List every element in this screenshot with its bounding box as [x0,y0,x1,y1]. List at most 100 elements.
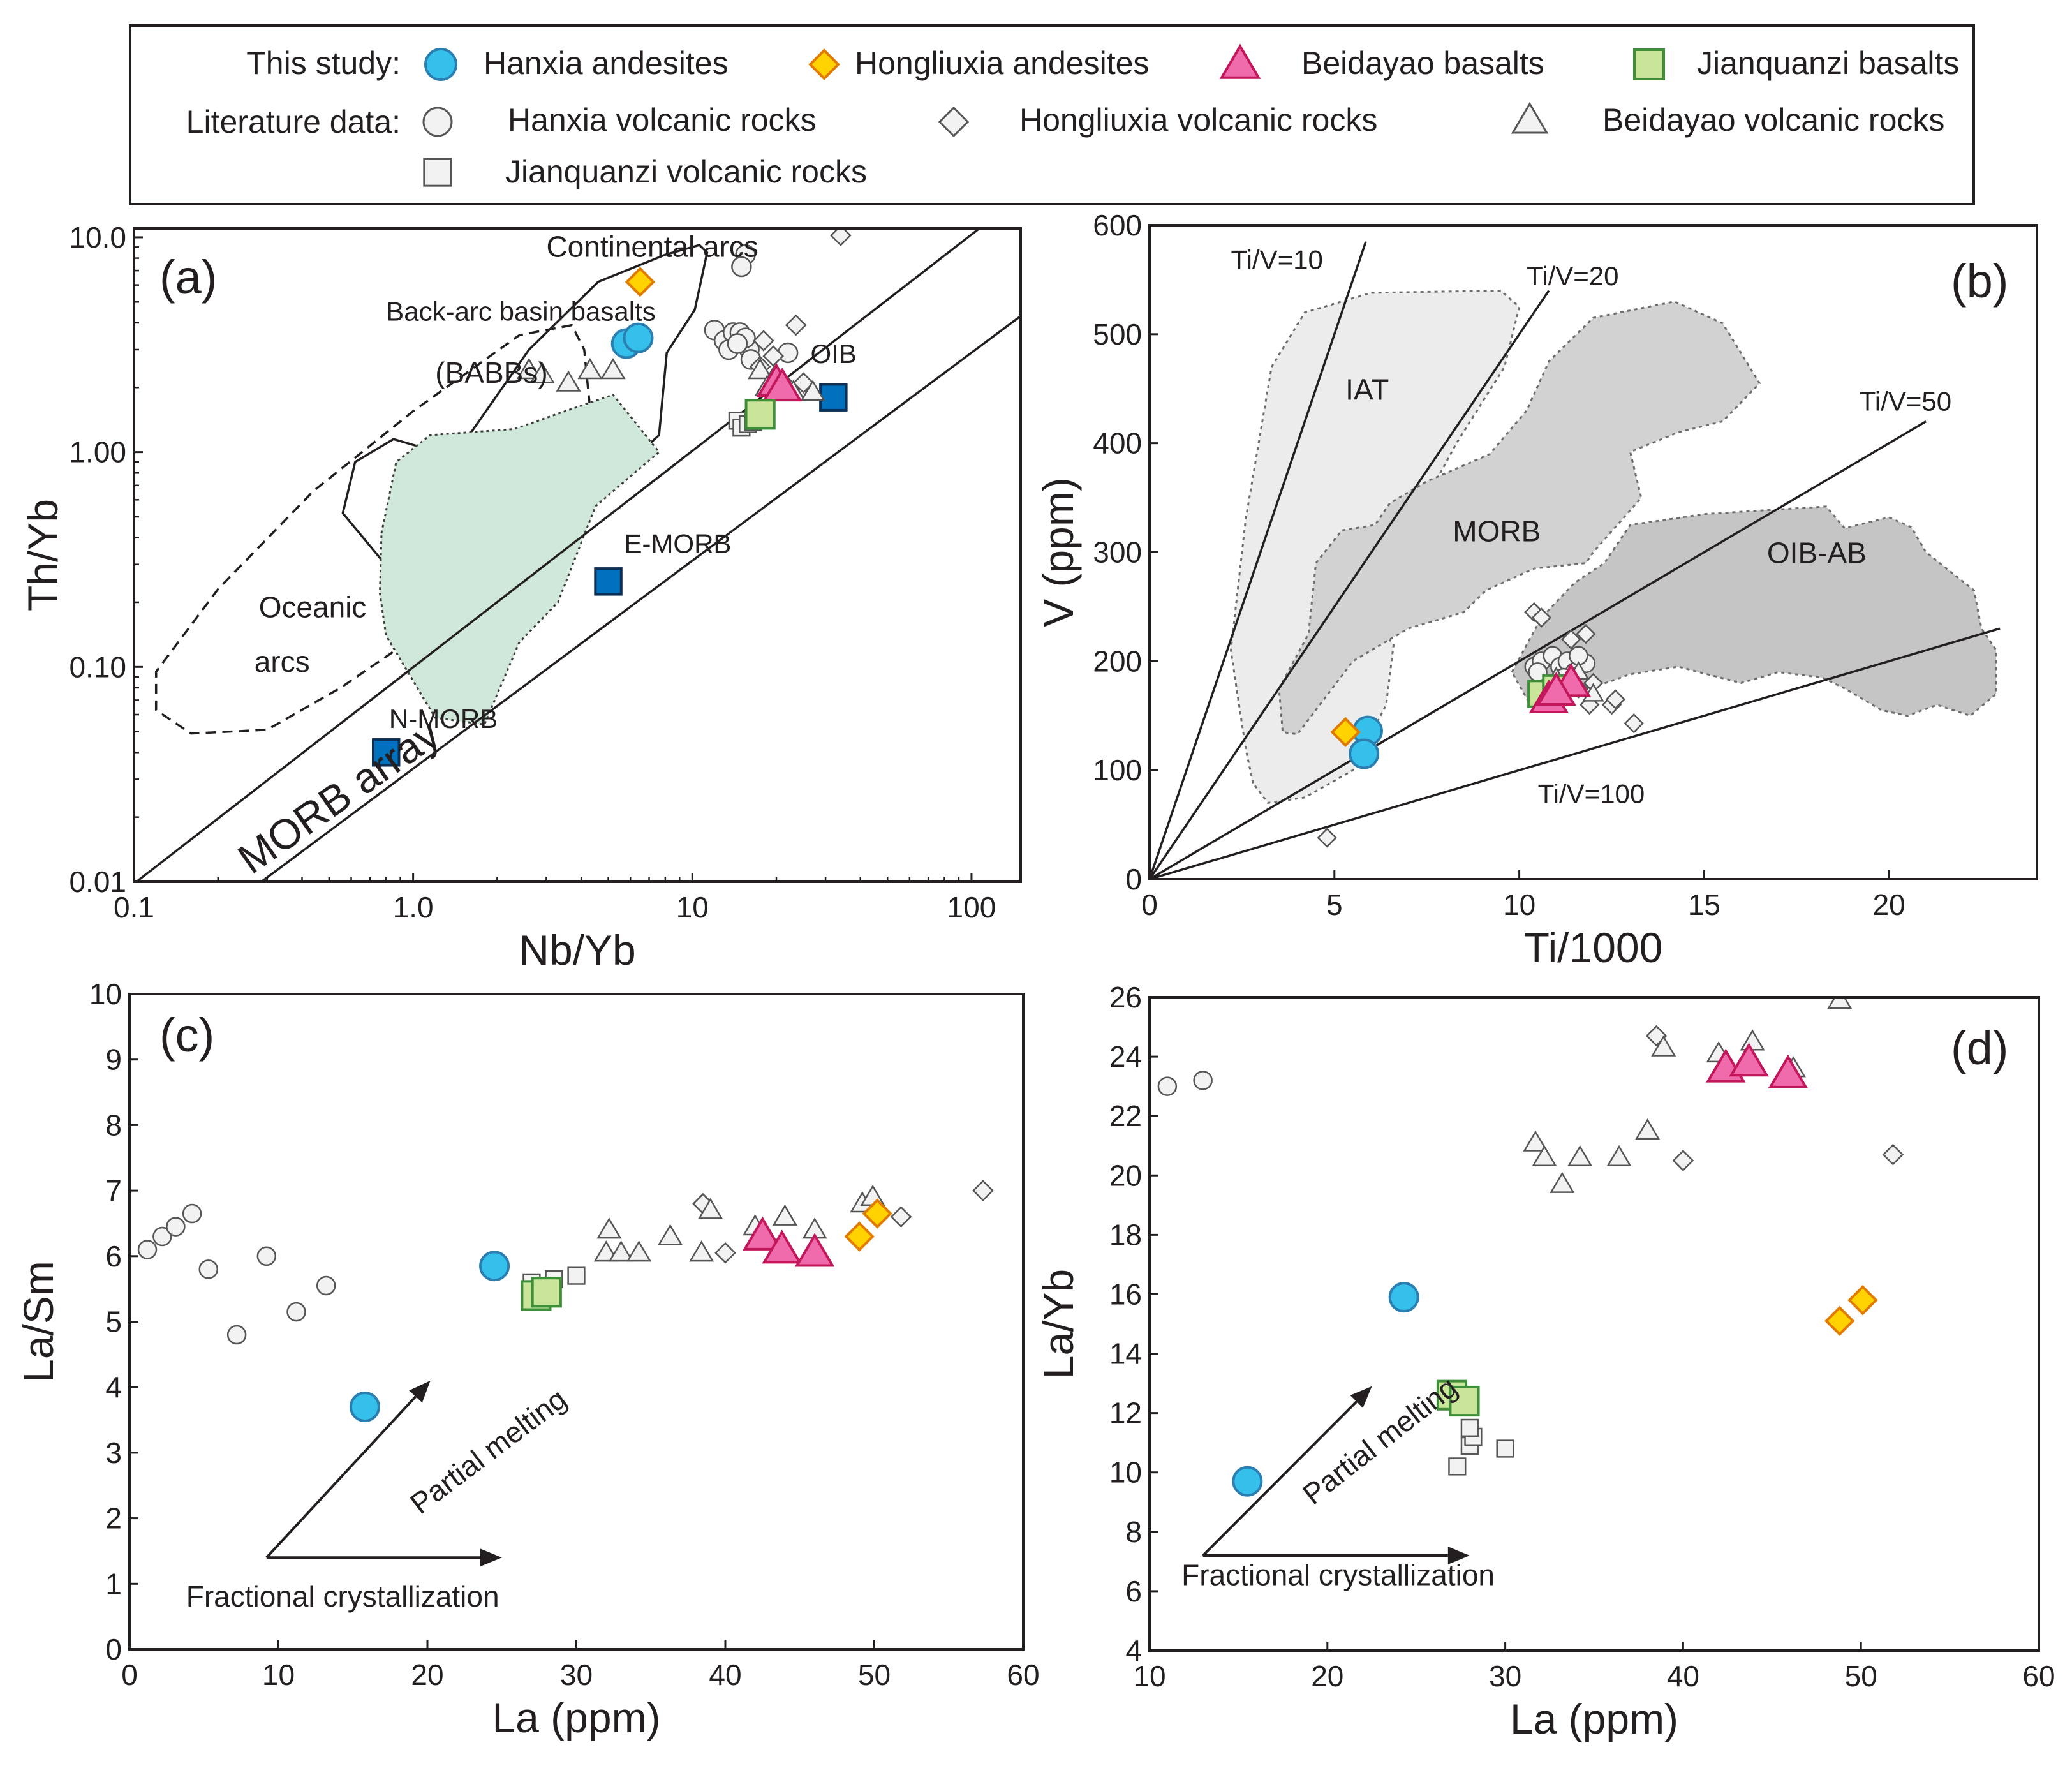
point-beidayao-volcanic-rocks-2 [1532,1145,1557,1167]
plot-area-c [137,1180,994,1567]
x-tick-label: 0 [121,1658,138,1691]
point-beidayao-basalts-2 [762,1229,803,1264]
annotation-e-morb: E-MORB [624,528,731,558]
point-hongliuxia-volcanic-rocks-2 [785,314,807,336]
y-axis-label-d: La/Yb [1035,1269,1082,1379]
y-tick-label: 0.10 [69,650,126,683]
point-hanxia-volcanic-rocks-11 [727,333,748,354]
point-beidayao-basalts-3 [794,1233,835,1267]
point-jianquanzi-basalts-2 [531,1277,562,1308]
series-hanxia-andesites [349,1251,510,1423]
region-oib-ab [1511,505,1997,717]
point-beidayao-basalts-2 [762,367,803,402]
point-beidayao-volcanic-rocks-4 [1567,1145,1593,1167]
x-tick-label: 10 [262,1658,295,1691]
y-tick-label: 6 [105,1240,122,1273]
point-hanxia-volcanic-rocks-9 [316,1275,336,1296]
y-tick-label: 0.01 [69,865,126,898]
legend-this-study-label: This study: [246,45,401,81]
y-tick-label: 12 [1109,1397,1142,1430]
series-jianquanzi-basalts [521,1277,562,1311]
y-tick-label: 1 [105,1567,122,1600]
x-tick-label: 0 [1141,888,1158,921]
point-beidayao-volcanic-rocks-1 [1523,1130,1548,1152]
point-hongliuxia-volcanic-rocks-8 [1624,713,1644,734]
y-tick-label: 200 [1093,644,1142,678]
x-tick-label: 30 [560,1658,593,1691]
point-hongliuxia-volcanic-rocks-4 [972,1180,994,1201]
series-hongliuxia-volcanic-rocks [1645,1025,1904,1171]
legend-item-hanxia-volcanic: Hanxia volcanic rocks [508,102,817,138]
point-hongliuxia-volcanic-rocks-3 [890,1206,912,1228]
point-beidayao-volcanic-rocks-2 [529,362,555,383]
point-hanxia-volcanic-rocks-1 [137,1240,158,1259]
annotation-fractional-crystallization: Fractional crystallization [186,1580,500,1613]
legend-marker-jianquanzi-volcanic-rocks [423,158,452,187]
arrow-head-1 [409,1380,431,1403]
series-hanxia-andesites [1349,715,1383,769]
y-tick-label: 20 [1109,1159,1142,1192]
point-beidayao-basalts-1 [743,1216,783,1251]
legend-item-beidayao-volcanic: Beidayao volcanic rocks [1602,102,1944,138]
x-tick-label: 20 [1873,888,1906,921]
point-hanxia-volcanic-rocks-2 [1193,1071,1213,1090]
y-tick-label: 3 [105,1436,122,1469]
point-jianquanzi-volcanic-rocks-3 [567,1266,586,1285]
point-beidayao-volcanic-rocks-6 [689,1240,714,1262]
x-tick-label: 100 [947,891,996,924]
plot-frame-a [133,227,1022,883]
series-hanxia-volcanic-rocks [1157,1071,1213,1096]
x-tick-label: 20 [1311,1660,1343,1693]
y-tick-label: 0 [105,1633,122,1666]
point-beidayao-volcanic-rocks-5 [600,358,626,380]
y-tick-label: 22 [1109,1099,1142,1133]
legend: This study: Literature data: Hanxia ande… [129,24,1975,205]
series-hongliuxia-andesites [1824,1285,1878,1337]
point-beidayao-volcanic-rocks-5 [1606,1145,1632,1167]
series-jianquanzi-basalts [744,399,776,430]
x-tick-label: 40 [1667,1660,1699,1693]
point-literature-references-1 [371,738,401,767]
point-beidayao-basalts-2 [1729,1043,1769,1077]
point-literature-references-2 [594,567,623,596]
annotation-back-arc-basin-basalts: Back-arc basin basalts [386,296,656,326]
point-hanxia-volcanic-rocks-4 [182,1203,202,1224]
point-hongliuxia-volcanic-rocks-3 [1561,629,1581,650]
annotation-ti-v-20: Ti/V=20 [1527,261,1618,291]
y-tick-label: 4 [105,1370,122,1404]
arrow-head-1 [1350,1386,1372,1408]
y-axis-label-a: Th/Yb [19,499,66,611]
x-tick-label: 1.0 [393,891,434,924]
y-tick-label: 16 [1109,1277,1142,1311]
region-morb [1278,301,1761,736]
point-hongliuxia-volcanic-rocks-4 [762,345,785,367]
point-hongliuxia-volcanic-rocks-4 [1576,623,1596,644]
plot-frame-d [1148,996,2040,1652]
legend-marker-beidayao-volcanic-rocks [1511,101,1549,134]
y-tick-label: 18 [1109,1218,1142,1251]
reference-line-ti-v-10 [1150,241,1367,879]
point-hanxia-volcanic-rocks-2 [152,1226,172,1247]
point-hanxia-volcanic-rocks-1 [1157,1076,1178,1096]
y-tick-label: 100 [1093,754,1142,787]
point-hanxia-volcanic-rocks-7 [226,1325,247,1345]
point-hongliuxia-andesites-2 [862,1198,892,1229]
point-hongliuxia-volcanic-rocks-7 [1605,689,1625,709]
legend-literature-label: Literature data: [186,104,401,140]
series-hongliuxia-andesites [844,1198,892,1252]
legend-item-hongliuxia-volcanic: Hongliuxia volcanic rocks [1019,102,1377,138]
legend-item-hanxia-andesites: Hanxia andesites [484,45,729,81]
y-tick-label: 2 [105,1502,122,1535]
x-axis-label-d: La (ppm) [1510,1695,1678,1742]
series-beidayao-basalts [1528,663,1592,713]
legend-item-hongliuxia-andesites: Hongliuxia andesites [855,45,1149,81]
y-tick-label: 6 [1125,1575,1142,1608]
legend-item-jianquanzi-basalts: Jianquanzi basalts [1697,45,1959,81]
point-jianquanzi-volcanic-rocks-1 [1448,1457,1467,1476]
point-hanxia-volcanic-rocks-8 [286,1302,306,1322]
legend-item-jianquanzi-volcanic: Jianquanzi volcanic rocks [505,154,867,189]
arrow-shaft-1 [265,1395,417,1559]
y-tick-label: 10.0 [69,221,126,254]
ticks-c: 0 10 20 30 40 50 60 0 1 2 3 4 5 6 7 8 9 10 [89,977,1040,1691]
